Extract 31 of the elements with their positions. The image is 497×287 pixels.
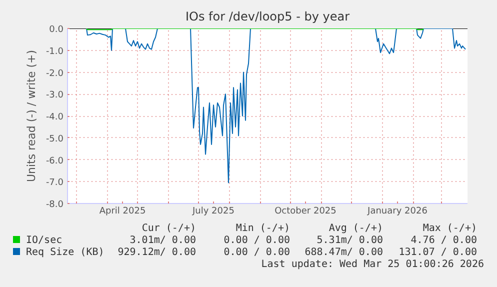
legend-label: Req Size (KB) xyxy=(26,246,104,260)
text: 4.76 / 0.00 xyxy=(410,234,477,248)
y-tick-label: -3.0 xyxy=(46,90,64,101)
text: 688.47m/ 0.00 xyxy=(304,246,383,259)
x-tick-label: July 2025 xyxy=(192,206,234,216)
chart-title: IOs for /dev/loop5 - by year xyxy=(185,10,350,24)
text: 0.00 / 0.00 xyxy=(224,234,290,248)
y-tick-label: 0.0 xyxy=(49,25,64,35)
text: Min (-/+) xyxy=(236,222,290,236)
y-tick-label: -8.0 xyxy=(46,200,64,210)
y-tick-label: -1.0 xyxy=(46,46,64,57)
text: Last update: Wed Mar 25 01:00:26 2026 xyxy=(261,258,484,272)
text: 5.31m/ 0.00 xyxy=(316,234,383,248)
text: Max (-/+) xyxy=(422,222,477,236)
text: 3.01m/ 0.00 xyxy=(130,234,196,248)
x-tick-label: January 2026 xyxy=(366,206,428,216)
y-tick-label: -6.0 xyxy=(46,156,64,166)
text: 929.12m/ 0.00 xyxy=(118,246,196,260)
x-tick-label: October 2025 xyxy=(274,206,336,216)
x-tick-label: April 2025 xyxy=(99,206,146,216)
text: 0.00 / 0.00 xyxy=(224,246,290,260)
y-tick-label: -4.0 xyxy=(46,112,64,122)
y-tick-label: -7.0 xyxy=(46,178,64,188)
text: Avg (-/+) xyxy=(328,222,383,236)
legend-label: IO/sec xyxy=(26,234,62,247)
text: Cur (-/+) xyxy=(142,222,196,236)
text: 131.07 / 0.00 xyxy=(398,246,477,260)
line-series xyxy=(86,28,466,184)
y-tick-label: -5.0 xyxy=(46,134,64,144)
y-axis-title: Units read (-) / write (+) xyxy=(24,50,38,182)
y-tick-label: -2.0 xyxy=(46,68,64,79)
